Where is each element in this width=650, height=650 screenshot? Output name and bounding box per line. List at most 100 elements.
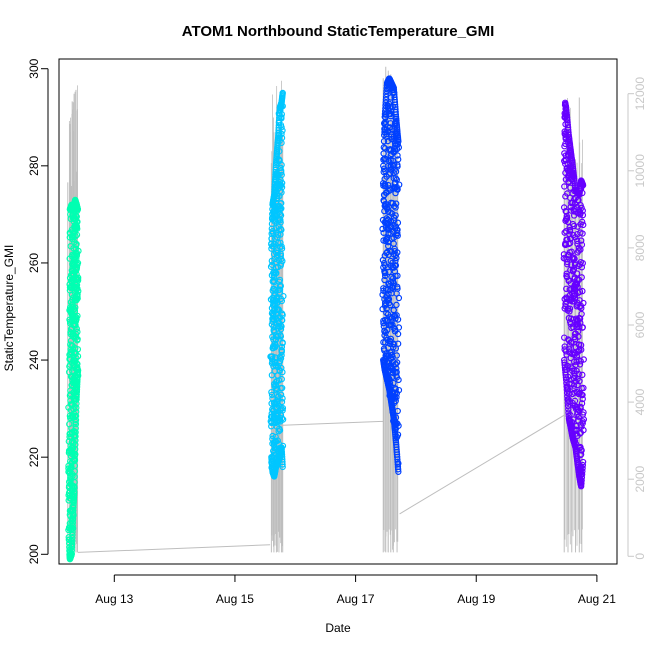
plot-frame (58, 58, 618, 565)
data-point (380, 138, 388, 145)
data-point (273, 269, 280, 277)
data-point (69, 531, 76, 539)
data-point (279, 461, 286, 468)
data-point (579, 468, 586, 475)
data-point (387, 301, 394, 309)
y2-tick-label: 0 (633, 553, 647, 560)
data-point (392, 113, 400, 121)
data-point (72, 233, 79, 240)
data-point (73, 284, 80, 292)
data-point (580, 356, 587, 363)
data-point (574, 328, 582, 335)
data-point (66, 307, 73, 314)
data-point (566, 224, 573, 231)
altitude-layer (67, 66, 583, 553)
y-axis-label: StaticTemperature_GMI (2, 245, 16, 372)
data-point (572, 361, 579, 369)
data-point (577, 341, 585, 349)
data-point (277, 231, 284, 238)
data-point (74, 295, 81, 302)
data-point (279, 89, 286, 97)
data-point (573, 270, 581, 277)
data-point (566, 226, 574, 234)
data-point (564, 399, 571, 406)
data-point (73, 281, 81, 289)
data-point (277, 239, 284, 247)
data-point (277, 332, 284, 339)
data-point (574, 237, 581, 245)
data-point (579, 211, 587, 219)
data-point (69, 528, 76, 536)
data-point (268, 391, 276, 399)
x-tick-label: Aug 15 (216, 592, 254, 606)
data-point (578, 274, 585, 281)
data-point (278, 364, 285, 372)
data-point (73, 240, 80, 248)
data-point (395, 324, 403, 331)
data-point (387, 335, 395, 343)
data-point (563, 379, 570, 387)
data-point (393, 352, 400, 359)
data-point (579, 207, 586, 214)
data-point (279, 407, 286, 414)
data-point (390, 280, 398, 287)
data-point (269, 358, 276, 365)
x-tick-label: Aug 21 (578, 592, 616, 606)
data-point (381, 272, 389, 280)
data-point (74, 328, 81, 336)
data-point (561, 183, 568, 190)
data-point (381, 276, 388, 284)
data-point (278, 226, 285, 234)
data-point (275, 428, 282, 435)
data-point (65, 536, 73, 543)
data-point (72, 412, 80, 420)
data-point (277, 282, 284, 290)
data-point (380, 144, 388, 151)
data-point (576, 323, 583, 331)
data-point (278, 171, 285, 179)
data-point (571, 196, 578, 203)
data-point (72, 437, 79, 444)
altitude-connector (282, 420, 384, 426)
data-point (576, 361, 584, 368)
data-point (66, 281, 73, 288)
data-point (74, 353, 82, 360)
data-point (72, 441, 79, 448)
data-point (73, 249, 81, 256)
y2-tick-label: 12000 (633, 77, 647, 111)
data-point (394, 330, 402, 338)
data-point (577, 237, 585, 244)
data-point (393, 301, 400, 309)
data-point (570, 222, 578, 230)
data-point (392, 262, 400, 269)
data-point (74, 366, 82, 373)
data-point (66, 255, 73, 262)
data-point (280, 292, 287, 300)
data-point (565, 409, 572, 416)
data-point (384, 216, 391, 224)
data-point (393, 145, 401, 153)
data-point (580, 221, 587, 229)
data-point (74, 259, 82, 267)
data-point (380, 162, 387, 170)
data-point (580, 299, 587, 307)
data-point (276, 286, 284, 293)
data-point (278, 343, 286, 351)
data-point (68, 550, 75, 557)
data-point (68, 547, 76, 554)
data-point (578, 471, 586, 478)
data-point (394, 156, 402, 163)
data-point (566, 239, 574, 247)
y2-tick-label: 6000 (633, 311, 647, 338)
y-tick-label: 200 (27, 544, 41, 564)
data-point (567, 354, 574, 362)
data-point (579, 458, 587, 466)
data-point (380, 168, 387, 176)
data-point (395, 144, 403, 151)
data-point (390, 306, 397, 314)
y2-tick-label: 10000 (633, 154, 647, 188)
data-point (561, 157, 568, 165)
y-tick-label: 300 (27, 58, 41, 78)
data-point (277, 212, 285, 219)
data-point (74, 346, 82, 353)
